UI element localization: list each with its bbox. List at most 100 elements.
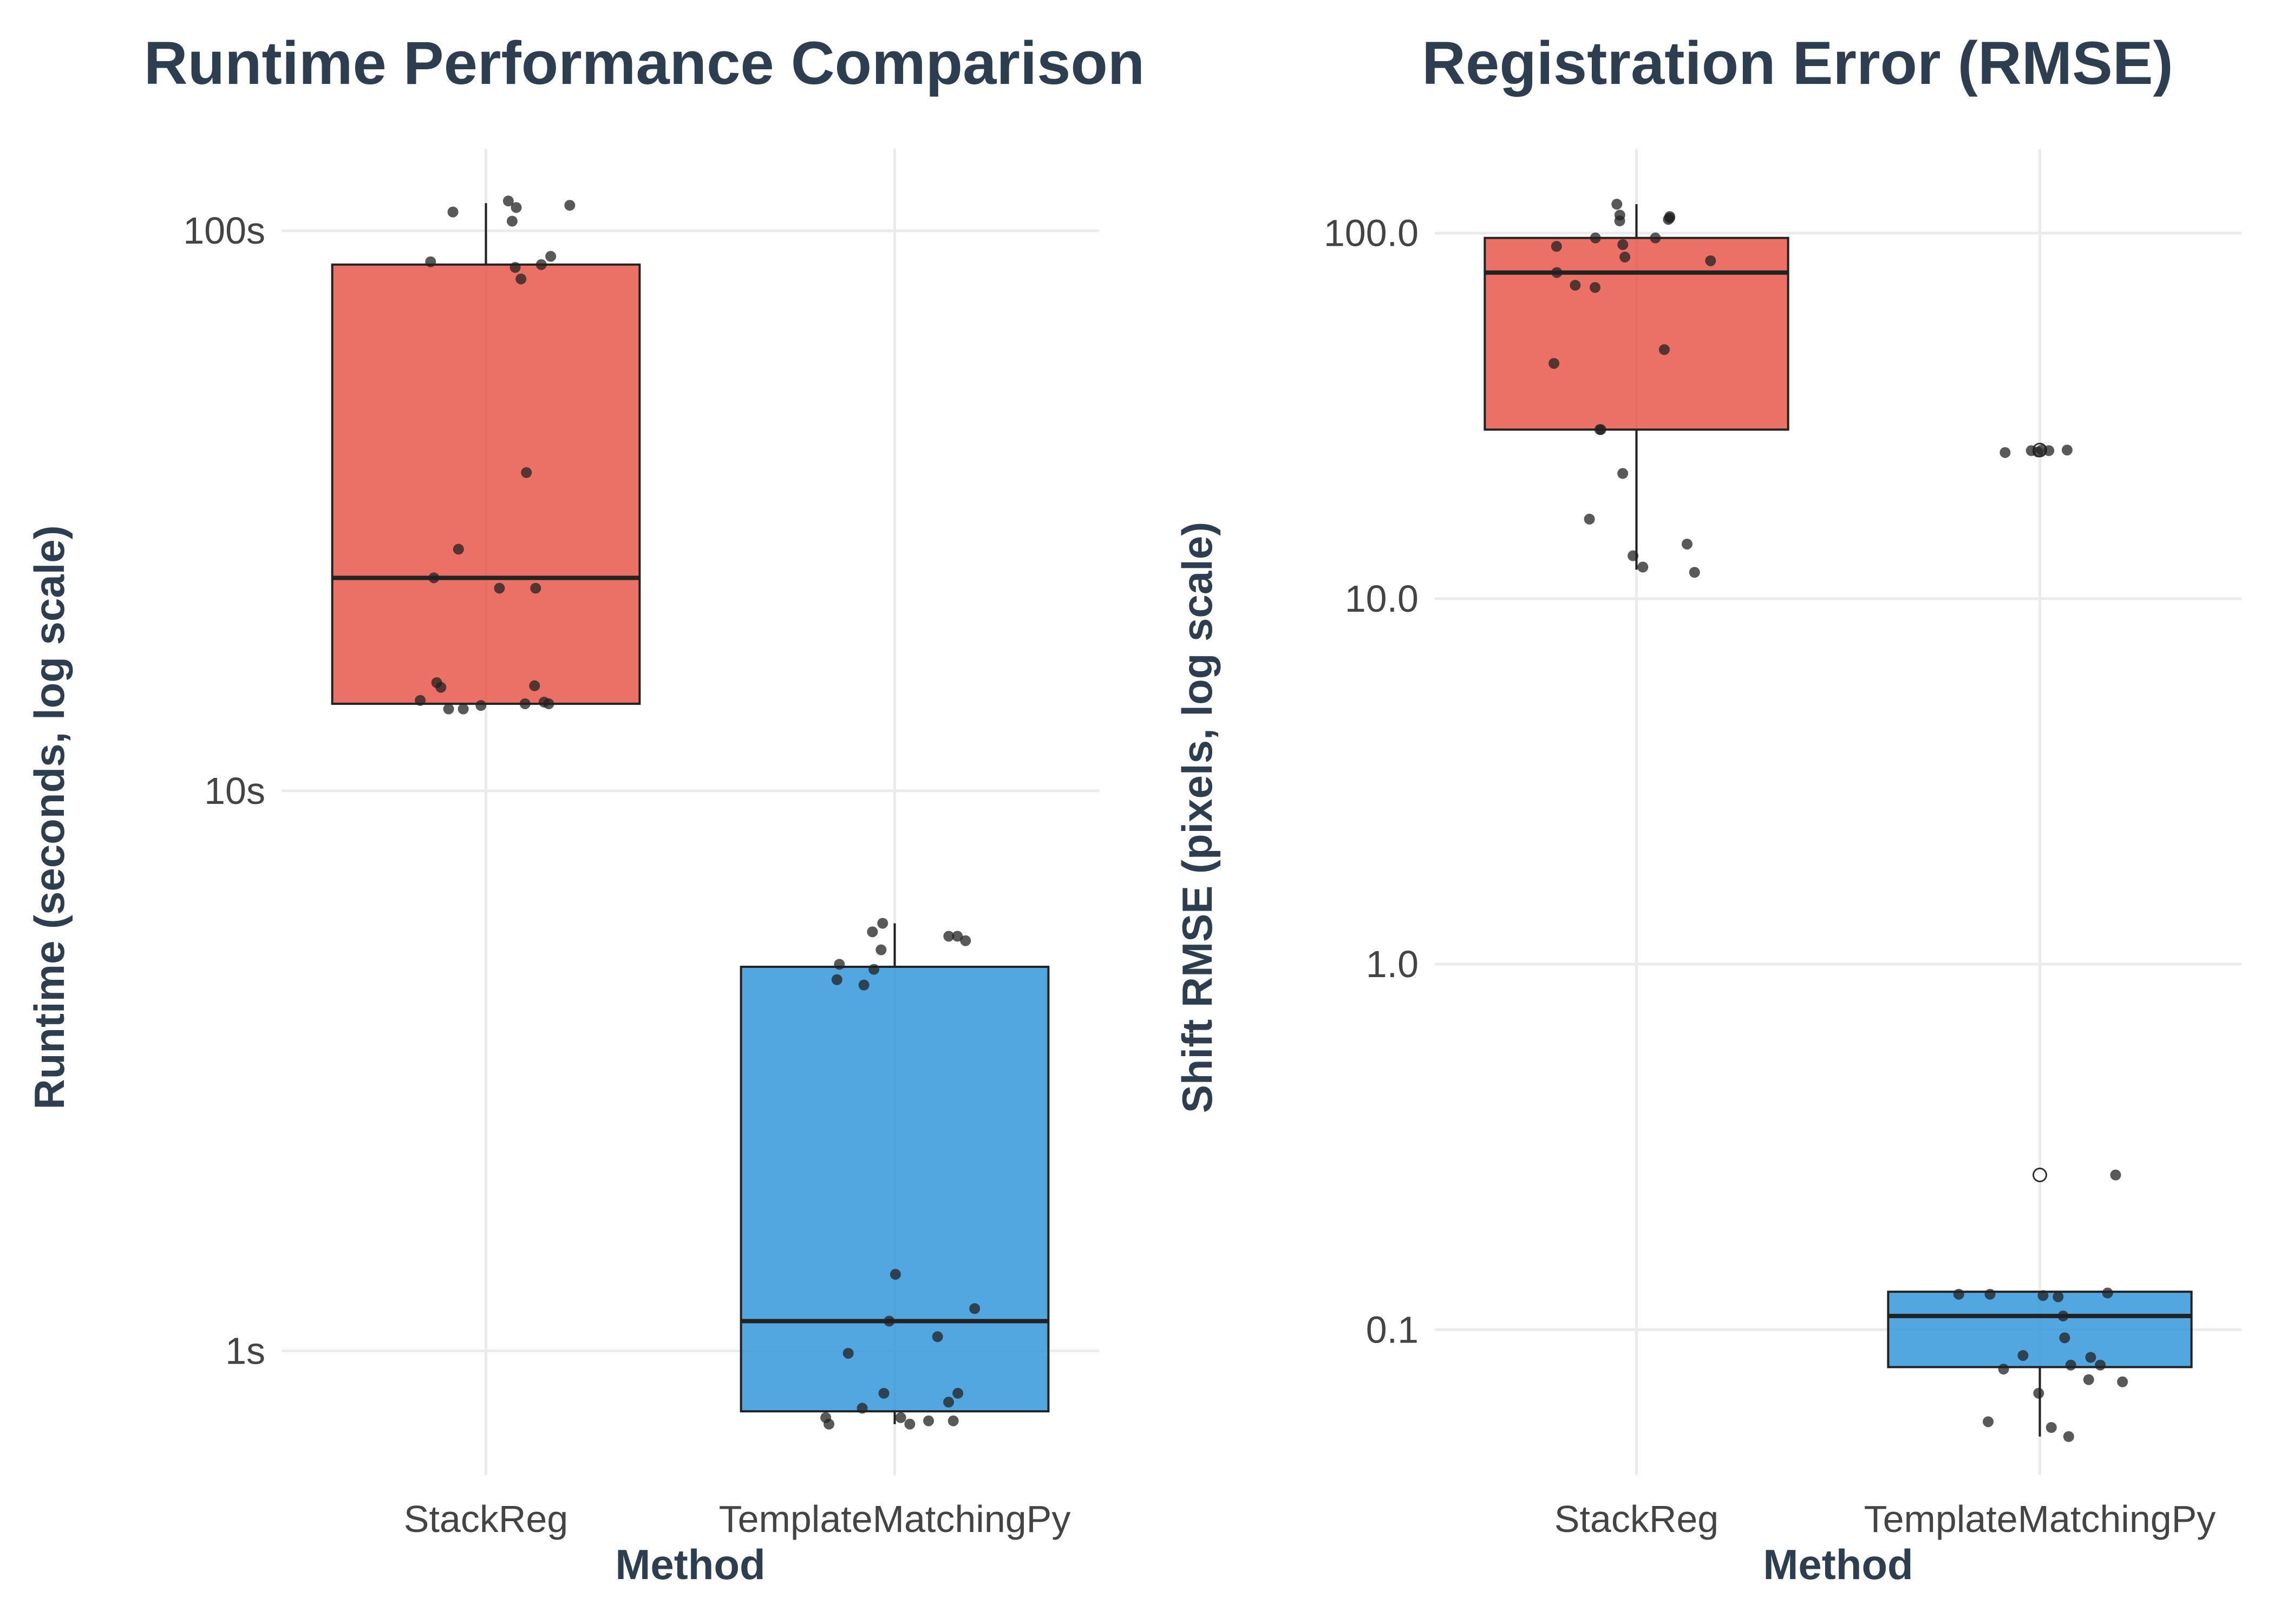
- box-StackReg: [1484, 237, 1789, 431]
- outlier-point: [2033, 1168, 2047, 1183]
- data-point: [932, 1331, 943, 1343]
- data-point: [535, 259, 547, 270]
- data-point: [2063, 1431, 2074, 1442]
- data-point: [895, 1412, 906, 1423]
- y-tick-label: 10.0: [1345, 578, 1419, 620]
- data-point: [2032, 446, 2043, 457]
- data-point: [1628, 550, 1639, 561]
- data-point: [1705, 255, 1716, 266]
- data-point: [904, 1418, 916, 1430]
- data-point: [458, 703, 469, 715]
- data-point: [2095, 1359, 2106, 1371]
- data-point: [1650, 232, 1661, 244]
- data-point: [1998, 1364, 2009, 1375]
- data-point: [890, 1269, 901, 1280]
- data-point: [820, 1412, 832, 1423]
- data-point: [943, 931, 955, 942]
- data-point: [1689, 567, 1700, 578]
- data-point: [494, 582, 505, 594]
- data-point: [564, 200, 576, 211]
- data-point: [2117, 1376, 2128, 1387]
- x-tick-label: TemplateMatchingPy: [719, 1498, 1071, 1540]
- data-point: [1984, 1288, 1996, 1300]
- data-point: [443, 703, 454, 715]
- chart-panel-1: Runtime Performance Comparison 1s 10s 100s S…: [25, 29, 1145, 1588]
- data-point: [2046, 1422, 2057, 1433]
- data-point: [952, 1387, 964, 1399]
- data-point: [858, 979, 870, 991]
- data-point: [515, 273, 527, 285]
- data-point: [1551, 267, 1563, 278]
- data-point: [506, 215, 518, 227]
- chart-panel-2: Registration Error (RMSE) 0.1 1.0 10.0 100.0…: [1173, 29, 2242, 1588]
- y-tick-label: 10s: [204, 770, 265, 812]
- data-point: [2059, 1332, 2070, 1344]
- box-StackReg: [331, 263, 641, 705]
- data-point: [1611, 199, 1623, 210]
- data-point: [2110, 1169, 2121, 1181]
- x-tick-label: TemplateMatchingPy: [1864, 1498, 2216, 1540]
- data-point: [431, 677, 442, 689]
- chart-title: Runtime Performance Comparison: [144, 29, 1145, 97]
- data-point: [1584, 513, 1595, 525]
- data-point: [923, 1415, 935, 1426]
- y-axis-title: Shift RMSE (pixels, log scale): [1173, 522, 1221, 1113]
- data-point: [2053, 1291, 2064, 1302]
- x-axis-title: Method: [1763, 1541, 1913, 1588]
- y-axis-title: Runtime (seconds, log scale): [25, 525, 73, 1109]
- data-point: [878, 1387, 890, 1399]
- box-TemplateMatchingPy: [1887, 1291, 2193, 1368]
- data-point: [502, 195, 514, 207]
- data-point: [1953, 1288, 1964, 1300]
- data-point: [1617, 239, 1629, 250]
- data-point: [529, 680, 540, 691]
- data-point: [1570, 279, 1581, 291]
- data-point: [1637, 561, 1649, 573]
- data-point: [415, 695, 426, 706]
- data-point: [2065, 1359, 2076, 1371]
- data-point: [1664, 212, 1675, 224]
- data-point: [2037, 1290, 2049, 1301]
- data-point: [2033, 1387, 2044, 1399]
- y-tick-label: 1.0: [1366, 943, 1419, 985]
- data-point: [538, 696, 550, 708]
- data-point: [1617, 468, 1629, 479]
- data-point: [831, 974, 842, 985]
- data-point: [952, 931, 963, 942]
- data-point: [1551, 241, 1562, 252]
- y-tick-label: 0.1: [1366, 1308, 1419, 1351]
- data-point: [1658, 344, 1670, 355]
- data-point: [1590, 232, 1601, 244]
- data-point: [2085, 1352, 2096, 1363]
- y-tick-label: 1s: [225, 1330, 265, 1372]
- data-point: [2102, 1287, 2113, 1299]
- data-point: [2057, 1311, 2069, 1322]
- data-point: [447, 206, 459, 218]
- data-point: [842, 1347, 854, 1359]
- x-tick-label: StackReg: [404, 1498, 568, 1540]
- data-point: [428, 572, 440, 584]
- box-TemplateMatchingPy: [740, 965, 1050, 1413]
- data-point: [1594, 424, 1605, 435]
- data-point: [834, 959, 845, 970]
- data-point: [875, 944, 887, 955]
- data-point: [868, 964, 880, 975]
- data-point: [1999, 447, 2011, 458]
- data-point: [1548, 358, 1560, 369]
- data-point: [1681, 539, 1693, 550]
- y-tick-label: 100s: [183, 209, 265, 252]
- data-point: [1983, 1416, 1994, 1427]
- data-point: [1614, 209, 1625, 221]
- data-point: [943, 1397, 955, 1408]
- data-point: [969, 1303, 981, 1314]
- data-point: [1590, 282, 1601, 293]
- data-point: [857, 1403, 868, 1414]
- data-point: [530, 582, 541, 594]
- data-point: [425, 256, 436, 267]
- data-point: [545, 251, 557, 262]
- chart-title: Registration Error (RMSE): [1422, 29, 2173, 97]
- data-point: [867, 926, 878, 938]
- data-point: [475, 700, 487, 711]
